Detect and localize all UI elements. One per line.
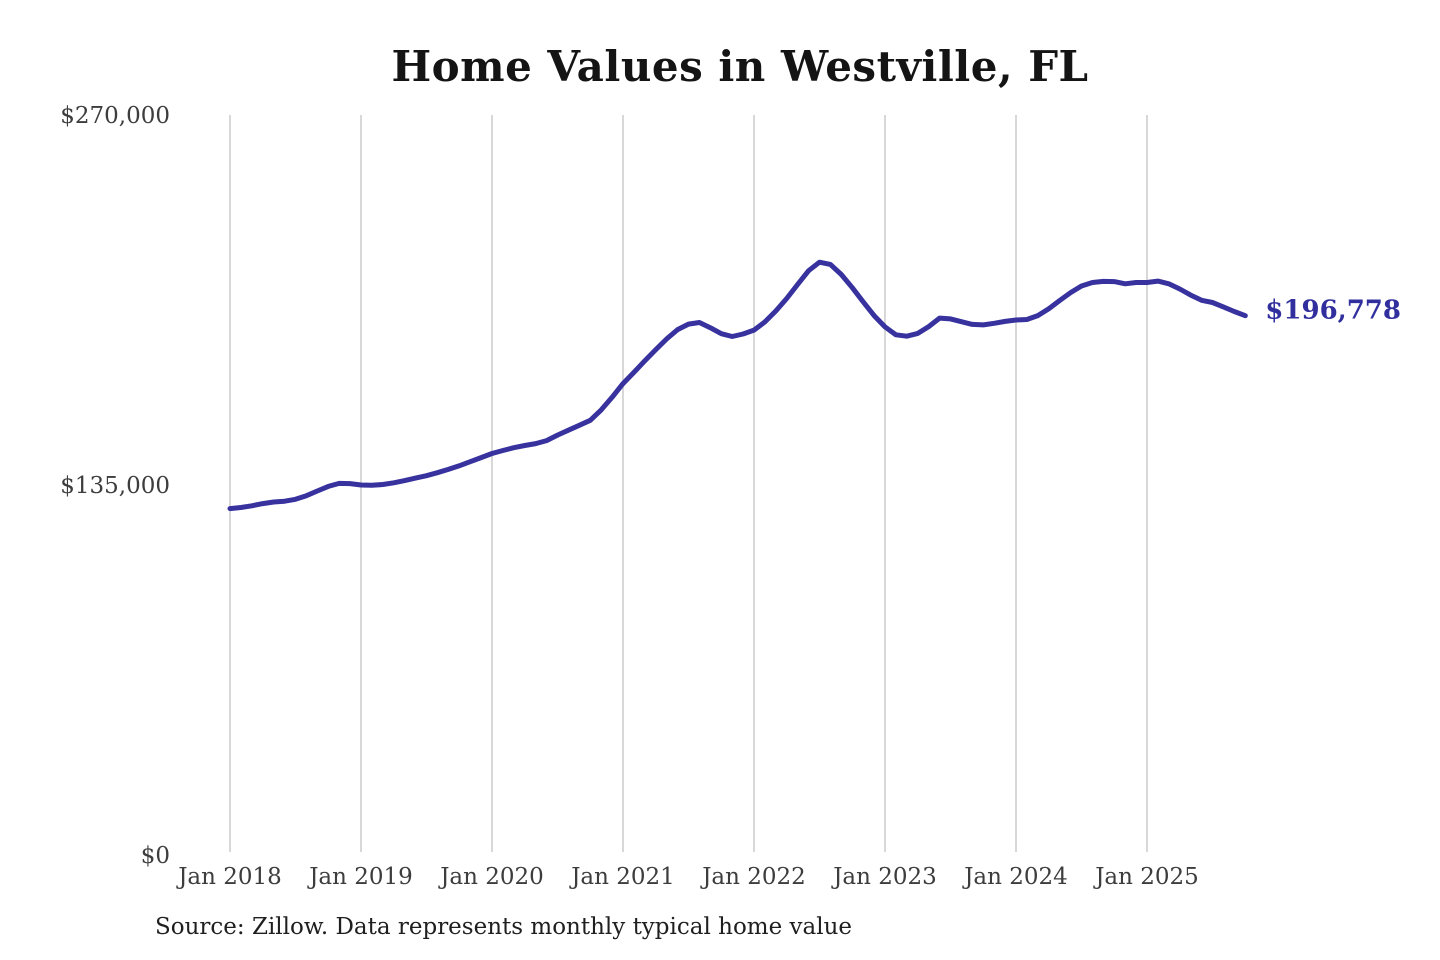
y-tick-0: $0 bbox=[141, 843, 170, 869]
source-note: Source: Zillow. Data represents monthly … bbox=[155, 914, 853, 940]
y-tick-270000: $270,000 bbox=[60, 103, 170, 129]
x-tick-jan-2020: Jan 2020 bbox=[438, 864, 544, 890]
x-axis-tick-labels: Jan 2018 Jan 2019 Jan 2020 Jan 2021 Jan 2022… bbox=[176, 864, 1199, 890]
chart-title: Home Values in Westville, FL bbox=[391, 42, 1089, 91]
y-tick-135000: $135,000 bbox=[60, 473, 170, 499]
x-tick-jan-2022: Jan 2022 bbox=[700, 864, 806, 890]
x-tick-jan-2018: Jan 2018 bbox=[176, 864, 282, 890]
x-tick-jan-2024: Jan 2024 bbox=[962, 864, 1068, 890]
x-tick-jan-2019: Jan 2019 bbox=[307, 864, 413, 890]
x-tick-jan-2023: Jan 2023 bbox=[831, 864, 937, 890]
y-axis-tick-labels: $0 $135,000 $270,000 bbox=[60, 103, 170, 869]
latest-value-label: $196,778 bbox=[1265, 296, 1401, 326]
home-value-series-line bbox=[227, 259, 1248, 512]
x-tick-jan-2025: Jan 2025 bbox=[1093, 864, 1199, 890]
x-tick-jan-2021: Jan 2021 bbox=[569, 864, 675, 890]
